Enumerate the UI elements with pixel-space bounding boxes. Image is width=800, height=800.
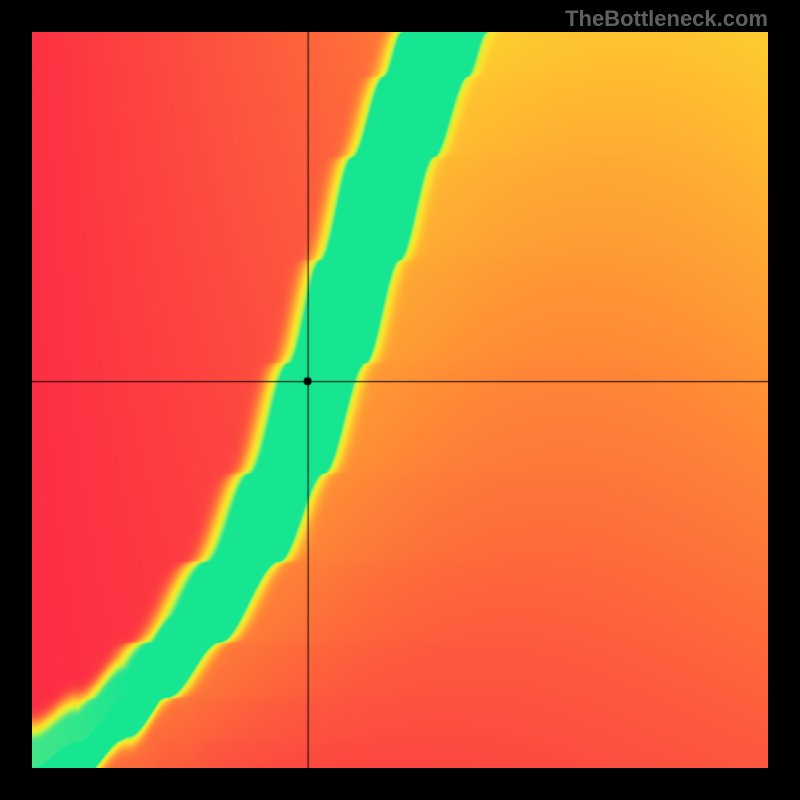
chart-container: TheBottleneck.com <box>0 0 800 800</box>
heatmap-canvas <box>32 32 768 768</box>
watermark-text: TheBottleneck.com <box>565 6 768 32</box>
